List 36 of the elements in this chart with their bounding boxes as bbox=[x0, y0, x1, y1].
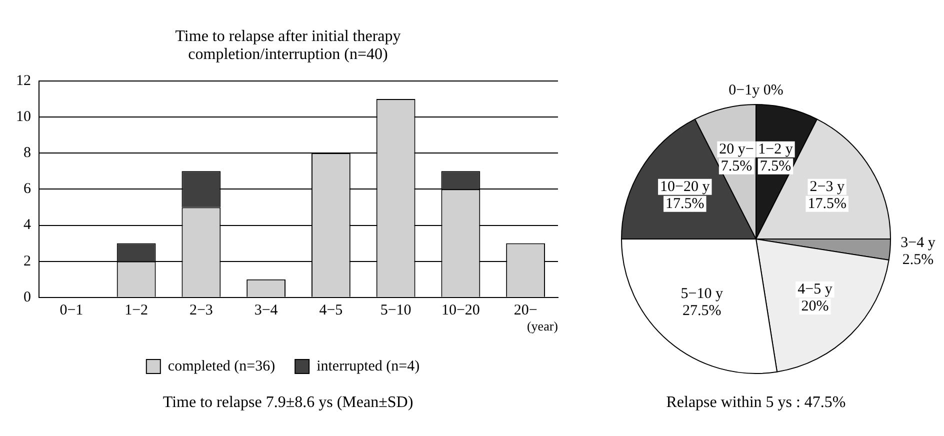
y-tick-label: 0 bbox=[24, 289, 31, 306]
y-tick-label: 10 bbox=[16, 109, 31, 126]
data-label: 27.5% bbox=[682, 302, 722, 319]
category-label: 0−1y 0% bbox=[728, 82, 784, 98]
data-label: 2.5% bbox=[902, 252, 934, 268]
slice-label: 5−10 y bbox=[680, 286, 724, 302]
legend-label: interrupted (n=4) bbox=[316, 358, 420, 374]
x-tick-label: 20− bbox=[514, 302, 538, 318]
text: Relapse within 5 ys : 47.5% bbox=[666, 394, 846, 412]
x-tick-label: 4−5 bbox=[319, 302, 343, 318]
slice-label: 4−5 y bbox=[798, 281, 833, 298]
data-label: 7.5% bbox=[720, 158, 752, 174]
slice-label: 3−4 y bbox=[900, 235, 936, 252]
slice-label: 20 y− bbox=[719, 141, 754, 158]
y-tick-label: 8 bbox=[24, 145, 31, 162]
x-tick-label: 1−2 bbox=[124, 302, 148, 318]
data-label: 17.5% bbox=[808, 196, 846, 212]
data-label: 20% bbox=[801, 298, 829, 314]
y-tick-label: 12 bbox=[16, 72, 31, 89]
chart-title: Time to relapse after initial therapy completion/interruption (n=40) bbox=[174, 28, 402, 64]
legend-label: completed (n=36) bbox=[168, 358, 276, 374]
y-tick-label: 6 bbox=[24, 181, 32, 198]
y-tick-label: 4 bbox=[24, 217, 32, 234]
data-label: 17.5% bbox=[666, 196, 704, 212]
slice-label: 1−2 y bbox=[758, 141, 794, 158]
x-tick-label: 0−1 bbox=[60, 302, 84, 318]
slice-label: 10−20 y bbox=[660, 178, 710, 195]
x-tick-label: 2−3 bbox=[189, 302, 213, 318]
text: Time to relapse 7.9±8.6 ys (Mean±SD) bbox=[162, 394, 414, 412]
x-tick-label: 3−4 bbox=[254, 302, 278, 318]
y-tick-label: 2 bbox=[24, 253, 31, 270]
slice-label: 2−3 y bbox=[810, 178, 845, 195]
data-label: 7.5% bbox=[760, 158, 792, 174]
x-tick-label: 10−20 bbox=[441, 302, 480, 318]
x-axis-title: (year) bbox=[526, 318, 558, 334]
x-tick-label: 5−10 bbox=[380, 302, 412, 318]
